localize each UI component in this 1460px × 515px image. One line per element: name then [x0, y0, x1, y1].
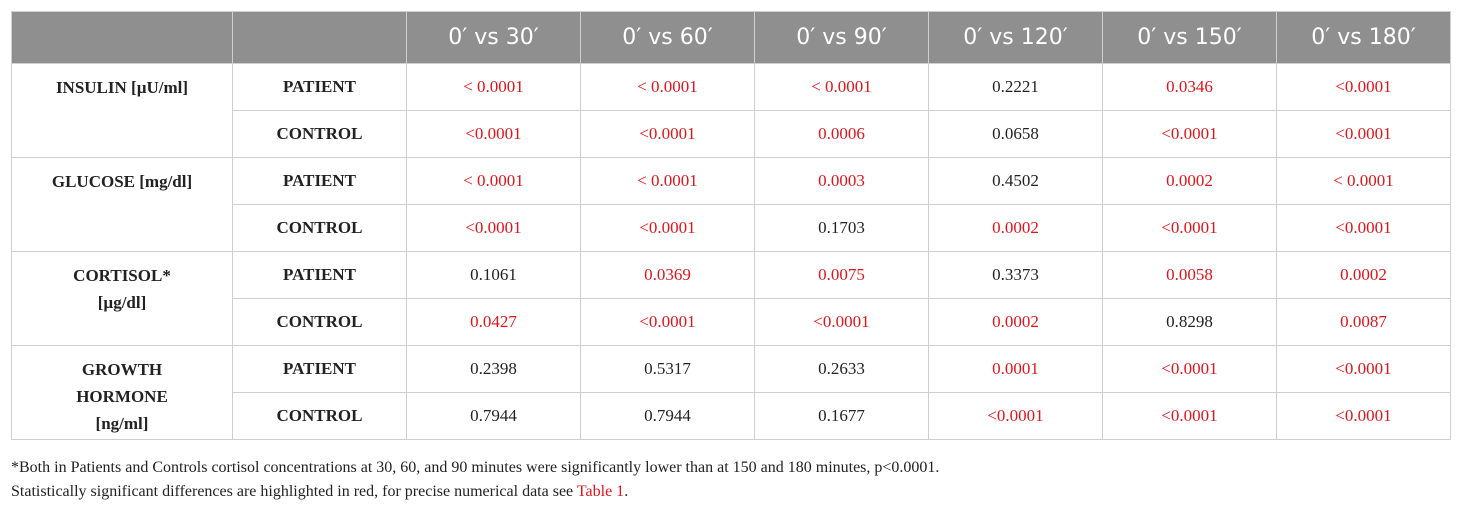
table-body: INSULIN [µU/ml] PATIENT < 0.0001 < 0.0001 < …: [11, 63, 1451, 440]
p-value-table: 0′ vs 30′ 0′ vs 60′ 0′ vs 90′ 0′ vs 120′…: [11, 11, 1451, 440]
group-label: PATIENT: [232, 345, 407, 393]
p-value-cell-significant: 0.0001: [928, 345, 1103, 393]
header-cell-0-vs-150: 0′ vs 150′: [1102, 11, 1277, 64]
parameter-label-line: HORMONE: [76, 387, 168, 406]
table-row: CORTISOL* [µg/dl] PATIENT 0.1061 0.0369 0.007…: [11, 251, 1451, 346]
p-value-cell-significant: <0.0001: [1102, 392, 1277, 440]
p-value-cell-significant: 0.0058: [1102, 251, 1277, 299]
p-value-cell-significant: <0.0001: [1276, 63, 1451, 111]
header-cell-0-vs-60: 0′ vs 60′: [580, 11, 755, 64]
header-cell-group: [232, 11, 407, 64]
group-label: CONTROL: [232, 110, 407, 158]
group-label: CONTROL: [232, 392, 407, 440]
header-cell-0-vs-30: 0′ vs 30′: [406, 11, 581, 64]
p-value-cell-significant: <0.0001: [1276, 110, 1451, 158]
p-value-cell-significant: 0.0002: [1276, 251, 1451, 299]
p-value-cell-significant: <0.0001: [1102, 110, 1277, 158]
table-header-row: 0′ vs 30′ 0′ vs 60′ 0′ vs 90′ 0′ vs 120′…: [11, 11, 1451, 64]
header-cell-0-vs-180: 0′ vs 180′: [1276, 11, 1451, 64]
results-table-container: 0′ vs 30′ 0′ vs 60′ 0′ vs 90′ 0′ vs 120′…: [11, 11, 1451, 440]
footnote-significance: Statistically significant differences ar…: [11, 480, 1450, 504]
p-value-cell-significant: 0.0002: [1102, 157, 1277, 205]
p-value-cell-significant: 0.0087: [1276, 298, 1451, 346]
p-value-cell-significant: 0.0075: [754, 251, 929, 299]
p-value-cell: 0.1061: [406, 251, 581, 299]
p-value-cell: 0.2633: [754, 345, 929, 393]
p-value-cell: 0.0658: [928, 110, 1103, 158]
parameter-label-line: [ng/ml]: [95, 414, 149, 433]
footnote-cortisol: *Both in Patients and Controls cortisol …: [11, 459, 940, 476]
p-value-cell-significant: <0.0001: [580, 110, 755, 158]
p-value-cell-significant: <0.0001: [754, 298, 929, 346]
table-1-link[interactable]: Table 1: [576, 483, 625, 500]
group-label: CONTROL: [232, 298, 407, 346]
p-value-cell-significant: 0.0346: [1102, 63, 1277, 111]
p-value-cell-significant: 0.0002: [928, 298, 1103, 346]
parameter-label: GLUCOSE [mg/dl]: [11, 157, 233, 252]
p-value-cell: 0.4502: [928, 157, 1103, 205]
parameter-label-line: [µg/dl]: [97, 293, 147, 312]
p-value-cell-significant: 0.0003: [754, 157, 929, 205]
group-label: PATIENT: [232, 63, 407, 111]
parameter-label: INSULIN [µU/ml]: [11, 63, 233, 158]
p-value-cell-significant: < 0.0001: [580, 157, 755, 205]
p-value-cell: 0.2221: [928, 63, 1103, 111]
parameter-label-line: CORTISOL*: [73, 266, 171, 285]
p-value-cell-significant: 0.0002: [928, 204, 1103, 252]
table-row: CONTROL <0.0001 <0.0001 0.1703 0.0002 <0.0001…: [12, 204, 1451, 252]
footnote-significance-text: Statistically significant differences ar…: [11, 483, 577, 500]
table-row: GLUCOSE [mg/dl] PATIENT < 0.0001 < 0.0001 0.…: [11, 157, 1451, 252]
p-value-cell-significant: <0.0001: [1276, 392, 1451, 440]
header-cell-parameter: [11, 11, 233, 64]
p-value-cell: 0.1703: [754, 204, 929, 252]
p-value-cell-significant: <0.0001: [1276, 345, 1451, 393]
p-value-cell-significant: <0.0001: [406, 110, 581, 158]
p-value-cell: 0.7944: [580, 392, 755, 440]
parameter-label: GROWTH HORMONE [ng/ml]: [11, 345, 233, 440]
table-footnotes: *Both in Patients and Controls cortisol …: [11, 456, 1450, 504]
parameter-label: CORTISOL* [µg/dl]: [11, 251, 233, 346]
p-value-cell: 0.2398: [406, 345, 581, 393]
table-row: CONTROL <0.0001 <0.0001 0.0006 0.0658 <0.0001…: [12, 110, 1451, 158]
p-value-cell: 0.3373: [928, 251, 1103, 299]
table-row: CONTROL 0.0427 <0.0001 <0.0001 0.0002 0.8298 0…: [12, 298, 1451, 346]
footnote-period: .: [624, 483, 629, 500]
header-cell-0-vs-90: 0′ vs 90′: [754, 11, 929, 64]
group-label: CONTROL: [232, 204, 407, 252]
p-value-cell-significant: <0.0001: [406, 204, 581, 252]
p-value-cell-significant: 0.0369: [580, 251, 755, 299]
p-value-cell: 0.1677: [754, 392, 929, 440]
parameter-label-line: GROWTH: [81, 360, 163, 379]
p-value-cell-significant: <0.0001: [928, 392, 1103, 440]
p-value-cell-significant: < 0.0001: [1276, 157, 1451, 205]
table-row: CONTROL 0.7944 0.7944 0.1677 <0.0001 <0.0001 <…: [12, 392, 1451, 440]
table-row: GROWTH HORMONE [ng/ml] PATIENT 0.2398 0.5317 0…: [11, 345, 1451, 440]
p-value-cell-significant: < 0.0001: [754, 63, 929, 111]
p-value-cell-significant: <0.0001: [580, 298, 755, 346]
p-value-cell-significant: <0.0001: [580, 204, 755, 252]
p-value-cell: 0.7944: [406, 392, 581, 440]
p-value-cell-significant: <0.0001: [1276, 204, 1451, 252]
p-value-cell-significant: <0.0001: [1102, 345, 1277, 393]
p-value-cell: 0.8298: [1102, 298, 1277, 346]
p-value-cell-significant: < 0.0001: [580, 63, 755, 111]
p-value-cell-significant: 0.0006: [754, 110, 929, 158]
table-row: INSULIN [µU/ml] PATIENT < 0.0001 < 0.0001 < …: [11, 63, 1451, 158]
p-value-cell-significant: <0.0001: [1102, 204, 1277, 252]
header-cell-0-vs-120: 0′ vs 120′: [928, 11, 1103, 64]
p-value-cell: 0.5317: [580, 345, 755, 393]
group-label: PATIENT: [232, 157, 407, 205]
p-value-cell-significant: < 0.0001: [406, 63, 581, 111]
p-value-cell-significant: < 0.0001: [406, 157, 581, 205]
p-value-cell-significant: 0.0427: [406, 298, 581, 346]
group-label: PATIENT: [232, 251, 407, 299]
